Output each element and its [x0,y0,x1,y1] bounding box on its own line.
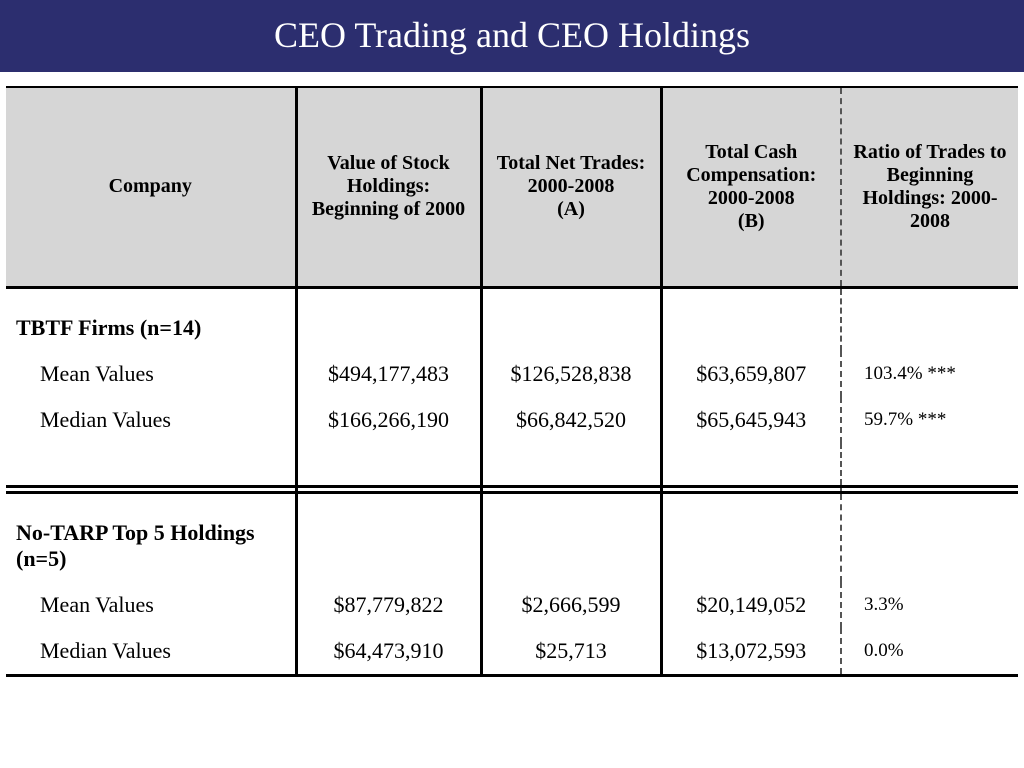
table-container: Company Value of Stock Holdings: Beginni… [0,72,1024,677]
cell-ratio: 103.4% *** [841,351,1018,397]
cell-holdings: $87,779,822 [296,582,481,628]
cell-trades: $66,842,520 [481,397,661,443]
cell-trades: $25,713 [481,628,661,676]
cell-holdings: $166,266,190 [296,397,481,443]
header-row: Company Value of Stock Holdings: Beginni… [6,87,1018,287]
page-title: CEO Trading and CEO Holdings [0,0,1024,72]
table-row: Median Values $166,266,190 $66,842,520 $… [6,397,1018,443]
cell-ratio: 3.3% [841,582,1018,628]
row-label: Median Values [6,397,296,443]
group-header-row: TBTF Firms (n=14) [6,287,1018,351]
ceo-trading-table: Company Value of Stock Holdings: Beginni… [6,86,1018,677]
table-row: Mean Values $494,177,483 $126,528,838 $6… [6,351,1018,397]
table-row: Median Values $64,473,910 $25,713 $13,07… [6,628,1018,676]
spacer-row [6,443,1018,487]
group-label: TBTF Firms (n=14) [6,287,296,351]
group-label: No-TARP Top 5 Holdings (n=5) [6,493,296,583]
cell-cash: $65,645,943 [661,397,841,443]
row-label: Mean Values [6,582,296,628]
col-trades: Total Net Trades: 2000-2008 (A) [481,87,661,287]
cell-cash: $20,149,052 [661,582,841,628]
cell-cash: $13,072,593 [661,628,841,676]
cell-ratio: 59.7% *** [841,397,1018,443]
cell-trades: $2,666,599 [481,582,661,628]
cell-cash: $63,659,807 [661,351,841,397]
col-holdings: Value of Stock Holdings: Beginning of 20… [296,87,481,287]
table-row: Mean Values $87,779,822 $2,666,599 $20,1… [6,582,1018,628]
row-label: Mean Values [6,351,296,397]
col-ratio: Ratio of Trades to Beginning Holdings: 2… [841,87,1018,287]
title-text: CEO Trading and CEO Holdings [274,15,750,55]
col-company: Company [6,87,296,287]
cell-holdings: $64,473,910 [296,628,481,676]
cell-holdings: $494,177,483 [296,351,481,397]
col-cash: Total Cash Compensation: 2000-2008 (B) [661,87,841,287]
cell-trades: $126,528,838 [481,351,661,397]
group-header-row: No-TARP Top 5 Holdings (n=5) [6,493,1018,583]
row-label: Median Values [6,628,296,676]
cell-ratio: 0.0% [841,628,1018,676]
